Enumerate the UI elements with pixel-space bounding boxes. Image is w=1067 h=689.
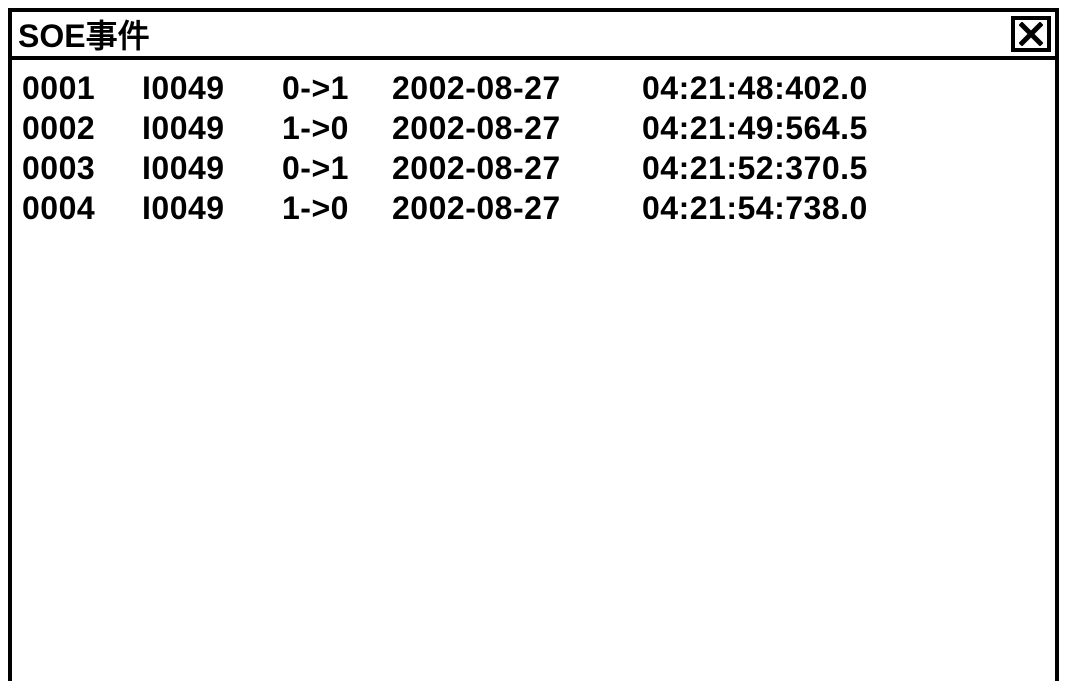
event-row: 0003 I0049 0->1 2002-08-27 04:21:52:370.… bbox=[22, 148, 1045, 188]
event-tag: I0049 bbox=[142, 108, 282, 148]
window-title: SOE事件 bbox=[18, 11, 150, 57]
event-row: 0001 I0049 0->1 2002-08-27 04:21:48:402.… bbox=[22, 68, 1045, 108]
event-date: 2002-08-27 bbox=[392, 148, 642, 188]
event-seq: 0004 bbox=[22, 188, 142, 228]
event-tag: I0049 bbox=[142, 148, 282, 188]
close-button[interactable] bbox=[1011, 16, 1051, 52]
event-seq: 0003 bbox=[22, 148, 142, 188]
event-row: 0004 I0049 1->0 2002-08-27 04:21:54:738.… bbox=[22, 188, 1045, 228]
titlebar: SOE事件 bbox=[12, 12, 1055, 60]
event-time: 04:21:52:370.5 bbox=[642, 148, 1045, 188]
event-time: 04:21:48:402.0 bbox=[642, 68, 1045, 108]
event-seq: 0002 bbox=[22, 108, 142, 148]
event-transition: 1->0 bbox=[282, 188, 392, 228]
close-icon bbox=[1019, 22, 1043, 46]
event-tag: I0049 bbox=[142, 68, 282, 108]
event-list: 0001 I0049 0->1 2002-08-27 04:21:48:402.… bbox=[12, 60, 1055, 681]
event-date: 2002-08-27 bbox=[392, 108, 642, 148]
event-date: 2002-08-27 bbox=[392, 188, 642, 228]
event-time: 04:21:49:564.5 bbox=[642, 108, 1045, 148]
event-row: 0002 I0049 1->0 2002-08-27 04:21:49:564.… bbox=[22, 108, 1045, 148]
event-date: 2002-08-27 bbox=[392, 68, 642, 108]
event-time: 04:21:54:738.0 bbox=[642, 188, 1045, 228]
event-transition: 0->1 bbox=[282, 68, 392, 108]
event-transition: 1->0 bbox=[282, 108, 392, 148]
soe-events-window: SOE事件 0001 I0049 0->1 2002-08-27 04:21:4… bbox=[8, 8, 1059, 681]
event-seq: 0001 bbox=[22, 68, 142, 108]
event-transition: 0->1 bbox=[282, 148, 392, 188]
event-tag: I0049 bbox=[142, 188, 282, 228]
